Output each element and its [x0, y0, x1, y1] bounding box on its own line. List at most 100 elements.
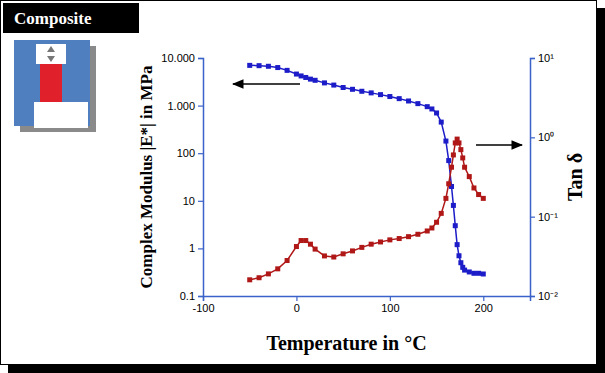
title-box — [3, 3, 139, 33]
x-axis-title: Temperature in °C — [266, 332, 426, 355]
y2-tick-label: 10¹ — [538, 52, 554, 64]
data-point — [429, 225, 434, 230]
data-point — [471, 271, 476, 276]
data-point — [481, 271, 486, 276]
data-point — [451, 152, 456, 157]
x-tick-label: 200 — [475, 302, 493, 314]
data-point — [415, 232, 420, 237]
x-tick-label: 0 — [294, 302, 300, 314]
y-tick-mark — [198, 201, 203, 202]
y-tick: 0.1 — [180, 290, 203, 302]
icon-arrows — [47, 46, 55, 62]
icon-clamp-top — [36, 44, 66, 64]
y2-tick-label: 10⁻² — [538, 290, 558, 302]
y2-tick: 10⁻² — [530, 290, 558, 302]
y2-tick-label: 10⁻¹ — [538, 211, 558, 223]
y2-axis: 10⁻² 10⁻¹ 10⁰ 10¹ — [530, 52, 558, 302]
y-tick-mark — [198, 248, 203, 249]
data-point — [257, 275, 262, 280]
x-tick-label: -100 — [192, 302, 214, 314]
data-point — [434, 110, 439, 115]
data-point — [476, 271, 481, 276]
arrow-left-axis — [233, 83, 300, 84]
data-point — [294, 72, 299, 77]
x-tick-label: 100 — [381, 302, 399, 314]
y-tick: 1.000 — [167, 100, 203, 112]
data-point — [247, 277, 252, 282]
y2-tick: 10¹ — [530, 52, 554, 64]
data-point — [446, 158, 451, 163]
y-tick-mark — [198, 105, 203, 106]
data-point — [387, 237, 392, 242]
x-tick-mark — [390, 296, 391, 301]
data-point — [443, 196, 448, 201]
frame — [1, 1, 597, 365]
data-point — [378, 92, 383, 97]
data-point — [397, 236, 402, 241]
data-point — [331, 83, 336, 88]
data-point — [266, 64, 271, 69]
data-point — [476, 192, 481, 197]
data-point — [397, 96, 402, 101]
y2-axis-line — [531, 59, 536, 297]
data-point — [446, 181, 451, 186]
y-axis-line — [198, 59, 204, 297]
data-point — [308, 242, 313, 247]
y-tick-mark — [198, 296, 203, 297]
data-point — [303, 238, 308, 243]
x-tick-mark — [296, 296, 297, 301]
data-point — [350, 248, 355, 253]
data-point — [341, 85, 346, 90]
icon-clamp-bottom — [34, 102, 88, 128]
data-point — [451, 203, 456, 208]
y-tick-label: 100 — [177, 147, 195, 159]
y2-tick-mark — [530, 58, 535, 59]
y2-tick-mark — [530, 217, 535, 218]
data-point — [369, 242, 374, 247]
series-line — [250, 65, 484, 274]
data-point — [299, 73, 304, 78]
data-point — [322, 80, 327, 85]
data-point — [406, 98, 411, 103]
data-point — [359, 89, 364, 94]
y-tick-mark — [198, 153, 203, 154]
y-tick-label: 10 — [183, 195, 195, 207]
x-tick-mark — [483, 296, 484, 301]
y2-tick: 10⁰ — [530, 131, 554, 143]
arrow-right-axis — [476, 144, 522, 145]
data-point — [481, 196, 486, 201]
x-axis-line — [204, 297, 531, 302]
y-tick-label: 0.1 — [180, 290, 195, 302]
data-point — [313, 78, 318, 83]
y2-tick-mark — [530, 137, 535, 138]
data-point — [439, 120, 444, 125]
plot-marks — [247, 63, 486, 282]
data-point — [456, 253, 461, 258]
y-tick-label: 1 — [189, 242, 195, 254]
data-point — [415, 101, 420, 106]
specimen-icon — [14, 40, 96, 132]
data-point — [299, 238, 304, 243]
data-point — [303, 75, 308, 80]
data-point — [247, 63, 252, 68]
data-point — [425, 228, 430, 233]
data-point — [359, 245, 364, 250]
y-tick: 10 — [183, 195, 203, 207]
y-tick-mark — [198, 58, 203, 59]
data-point — [449, 165, 454, 170]
data-point — [350, 87, 355, 92]
y-axis-title: Complex Modulus |E*| in MPa — [137, 65, 156, 288]
y-axis: 0.11101001.00010.000 — [161, 52, 203, 302]
data-point — [266, 271, 271, 276]
x-axis: -100 0 100 200 — [192, 296, 530, 314]
data-point — [458, 147, 463, 152]
y-tick: 1 — [189, 242, 203, 254]
data-point — [467, 269, 472, 274]
data-point — [275, 65, 280, 70]
data-point — [341, 251, 346, 256]
x-tick: 200 — [475, 296, 493, 314]
data-point — [387, 94, 392, 99]
data-point — [378, 239, 383, 244]
x-tick: 100 — [381, 296, 399, 314]
chart: Composite-10001002000.11101001.00010.000… — [0, 0, 605, 373]
